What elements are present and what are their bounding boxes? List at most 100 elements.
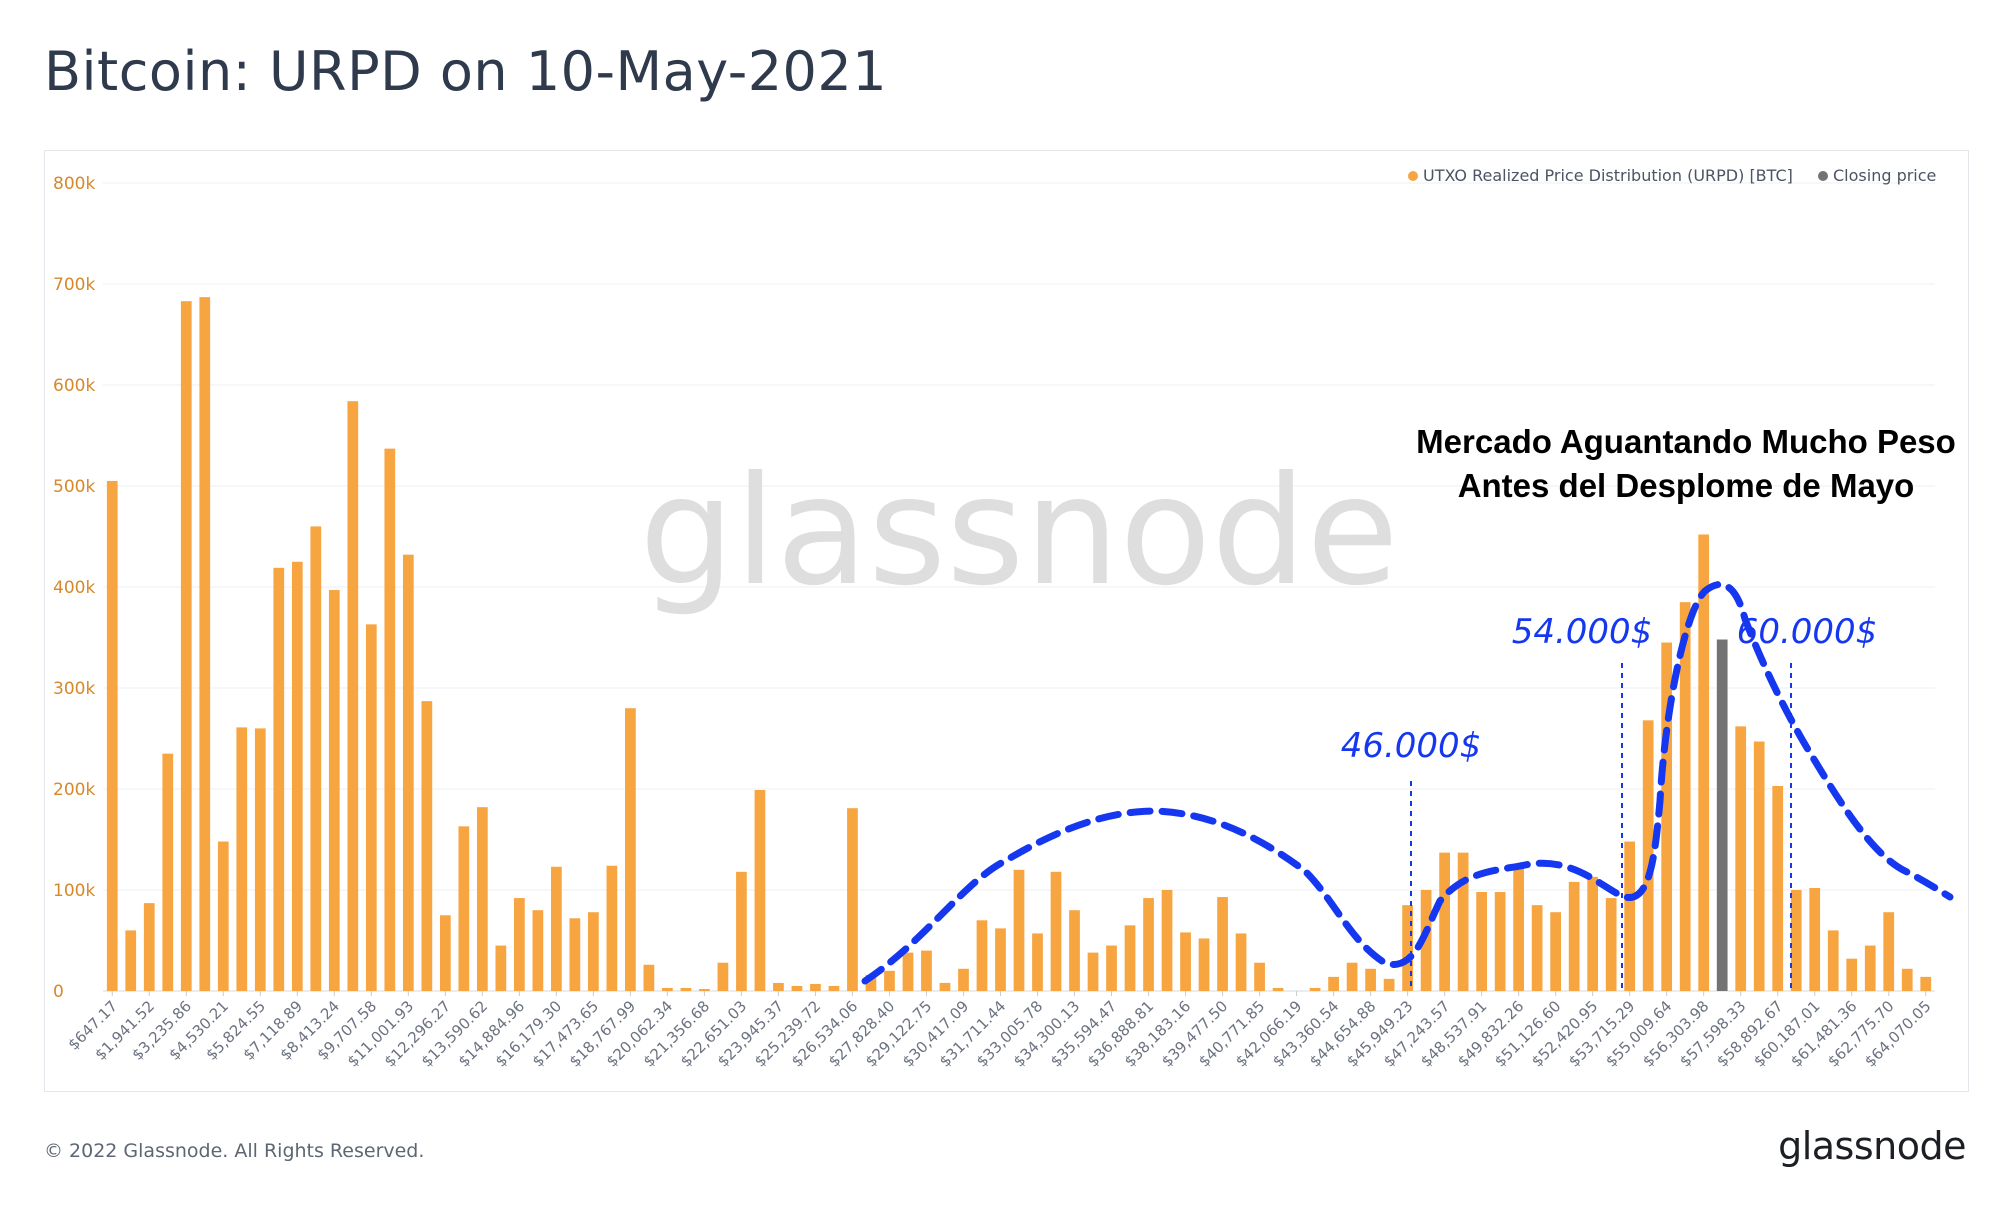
urpd-bar — [439, 915, 451, 991]
urpd-bar — [476, 807, 488, 991]
urpd-bar — [1605, 898, 1617, 991]
urpd-bar — [569, 918, 581, 991]
urpd-bar — [328, 590, 340, 991]
watermark-logo: glassnode — [639, 445, 1398, 619]
urpd-bar — [828, 985, 840, 991]
annotation-heading-line2: Antes del Desplome de Mayo — [1458, 467, 1915, 504]
urpd-bar — [1069, 910, 1080, 991]
urpd-bar — [1420, 890, 1432, 991]
urpd-bar — [310, 526, 322, 991]
urpd-bar — [902, 952, 914, 991]
urpd-bar — [402, 554, 414, 991]
urpd-bar — [458, 826, 470, 991]
annotations: 46.000$ 54.000$ 60.000$ Mercado Aguantan… — [861, 423, 1956, 991]
urpd-bar — [884, 970, 895, 991]
urpd-bar — [1254, 962, 1265, 991]
urpd-bar — [1476, 892, 1487, 991]
urpd-bar — [1883, 912, 1895, 991]
footer-logo: glassnode — [1778, 1124, 1966, 1168]
urpd-bar — [1753, 741, 1765, 991]
urpd-bar — [1106, 945, 1117, 991]
urpd-bar — [1846, 958, 1858, 991]
y-tick-label: 400k — [53, 578, 95, 598]
urpd-bar — [1143, 898, 1154, 991]
bars — [106, 297, 1932, 991]
urpd-bar — [662, 987, 673, 991]
urpd-bar — [1365, 968, 1376, 991]
urpd-bar — [106, 480, 118, 991]
urpd-bar — [347, 401, 359, 991]
urpd-bar — [162, 753, 174, 991]
urpd-bar — [273, 567, 285, 991]
urpd-bar — [1124, 925, 1136, 991]
urpd-bar — [643, 964, 655, 991]
chart-frame: glassnode 0 100k 200k 300k 400k 500k 600k 700k 8… — [44, 150, 1969, 1092]
urpd-bar — [1864, 945, 1876, 991]
urpd-bar — [1661, 642, 1673, 991]
urpd-bar — [1402, 905, 1413, 991]
urpd-bar — [365, 624, 377, 991]
urpd-bar — [180, 301, 192, 991]
annotation-heading-line1: Mercado Aguantando Mucho Peso — [1416, 423, 1956, 460]
closing-price-bar — [1716, 639, 1728, 991]
urpd-bar — [791, 985, 803, 991]
urpd-bar — [625, 708, 636, 991]
urpd-bar — [754, 790, 766, 991]
urpd-bar — [699, 988, 710, 991]
urpd-bar — [810, 983, 821, 991]
urpd-bar — [1161, 890, 1173, 991]
footer-copyright: © 2022 Glassnode. All Rights Reserved. — [44, 1140, 425, 1162]
urpd-bar — [1920, 976, 1932, 991]
urpd-bar — [1901, 968, 1913, 991]
urpd-bar — [921, 950, 932, 991]
urpd-bar — [773, 982, 784, 991]
legend-label-urpd: UTXO Realized Price Distribution (URPD) … — [1423, 166, 1793, 185]
y-axis-ticks: 0 100k 200k 300k 400k 500k 600k 700k 800k — [53, 174, 95, 1002]
urpd-bar — [1272, 987, 1284, 991]
urpd-bar — [1790, 890, 1802, 991]
urpd-bar — [1383, 978, 1395, 991]
urpd-bar — [384, 448, 396, 991]
urpd-bar — [291, 561, 303, 991]
y-tick-label: 600k — [53, 376, 95, 396]
legend-dot-urpd — [1408, 171, 1418, 181]
urpd-bar — [1531, 905, 1543, 991]
urpd-bar — [1180, 932, 1191, 991]
urpd-bar — [1032, 933, 1043, 991]
label-60000: 60.000$ — [1737, 612, 1878, 652]
urpd-bar — [1050, 871, 1062, 991]
urpd-bar — [1494, 892, 1506, 991]
urpd-bar — [199, 297, 211, 991]
legend-label-closing: Closing price — [1833, 166, 1936, 185]
urpd-bar — [588, 912, 599, 991]
urpd-bar — [1809, 887, 1821, 991]
urpd-bar — [551, 866, 562, 991]
urpd-bar — [1346, 962, 1358, 991]
urpd-bar — [736, 871, 747, 991]
urpd-bar — [865, 974, 877, 991]
legend-dot-closing — [1818, 171, 1828, 181]
urpd-bar — [1217, 897, 1228, 991]
y-tick-label: 500k — [53, 477, 95, 497]
urpd-bar — [1698, 534, 1710, 991]
urpd-bar — [680, 987, 692, 991]
urpd-bar — [143, 903, 155, 991]
urpd-bar — [1642, 720, 1654, 991]
urpd-bar — [1550, 912, 1562, 991]
urpd-bar — [1827, 930, 1839, 991]
urpd-bar — [513, 898, 525, 991]
urpd-bar — [1309, 987, 1321, 991]
urpd-bar — [1439, 852, 1450, 991]
urpd-bar — [125, 930, 137, 991]
urpd-bar — [1735, 726, 1747, 991]
urpd-bar — [606, 865, 618, 991]
label-54000: 54.000$ — [1512, 612, 1653, 652]
legend: UTXO Realized Price Distribution (URPD) … — [1408, 166, 1936, 185]
urpd-bar — [1568, 881, 1580, 991]
urpd-bar — [847, 808, 858, 991]
urpd-bar — [217, 841, 229, 991]
urpd-bar — [1198, 938, 1210, 991]
urpd-bar — [1772, 785, 1784, 991]
y-tick-label: 100k — [53, 881, 95, 901]
label-46000: 46.000$ — [1341, 726, 1482, 766]
